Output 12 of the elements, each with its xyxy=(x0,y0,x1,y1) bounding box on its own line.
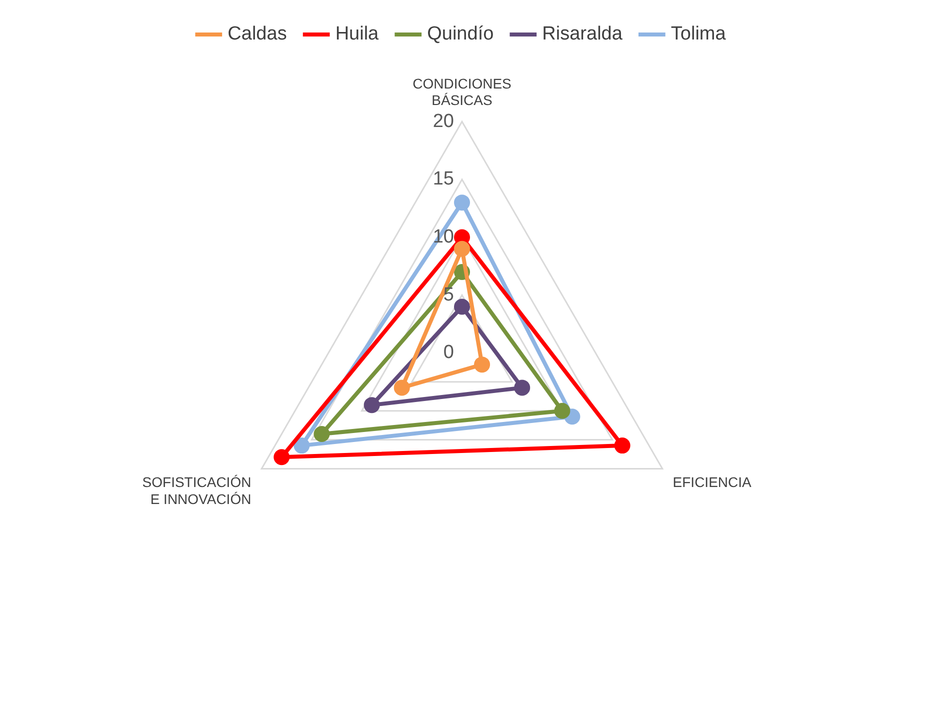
legend-label: Huila xyxy=(335,24,380,45)
spoke-label: EFICIENCIA xyxy=(672,474,752,490)
legend-label: Caldas xyxy=(228,24,287,45)
y-tick-label: 5 xyxy=(443,284,454,306)
y-tick-label: 15 xyxy=(432,168,454,190)
spoke-label: SOFISTICACIÓN E INNOVACIÓN xyxy=(142,474,252,507)
legend-label: Quindío xyxy=(427,24,494,45)
spoke-label: CONDICIONES BÁSICAS xyxy=(412,75,512,108)
legend-label: Tolima xyxy=(670,24,726,45)
y-tick-label: 0 xyxy=(443,342,454,364)
y-tick-label: 20 xyxy=(432,110,454,132)
legend-label: Risaralda xyxy=(542,24,623,45)
